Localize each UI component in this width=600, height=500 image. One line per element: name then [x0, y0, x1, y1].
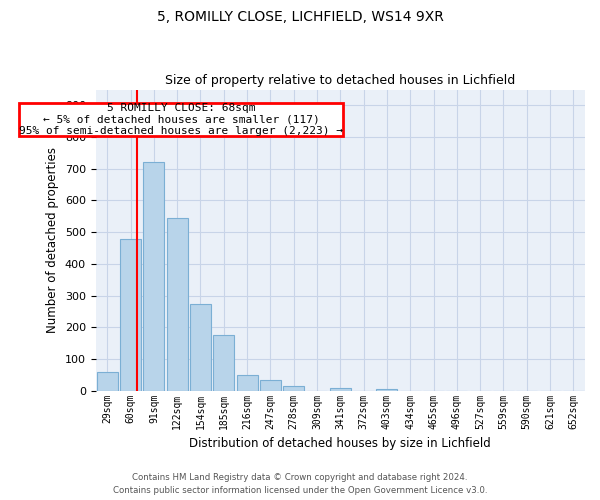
- Bar: [120, 238, 141, 390]
- Bar: [260, 380, 281, 390]
- Bar: [283, 386, 304, 390]
- Bar: [190, 304, 211, 390]
- Text: 5 ROMILLY CLOSE: 68sqm
← 5% of detached houses are smaller (117)
95% of semi-det: 5 ROMILLY CLOSE: 68sqm ← 5% of detached …: [19, 103, 343, 136]
- Bar: [143, 162, 164, 390]
- Title: Size of property relative to detached houses in Lichfield: Size of property relative to detached ho…: [165, 74, 515, 87]
- Bar: [97, 372, 118, 390]
- Text: Contains HM Land Registry data © Crown copyright and database right 2024.
Contai: Contains HM Land Registry data © Crown c…: [113, 474, 487, 495]
- X-axis label: Distribution of detached houses by size in Lichfield: Distribution of detached houses by size …: [190, 437, 491, 450]
- Bar: [214, 336, 234, 390]
- Bar: [236, 376, 257, 390]
- Bar: [376, 389, 397, 390]
- Bar: [330, 388, 351, 390]
- Y-axis label: Number of detached properties: Number of detached properties: [46, 147, 59, 333]
- Bar: [167, 218, 188, 390]
- Text: 5, ROMILLY CLOSE, LICHFIELD, WS14 9XR: 5, ROMILLY CLOSE, LICHFIELD, WS14 9XR: [157, 10, 443, 24]
